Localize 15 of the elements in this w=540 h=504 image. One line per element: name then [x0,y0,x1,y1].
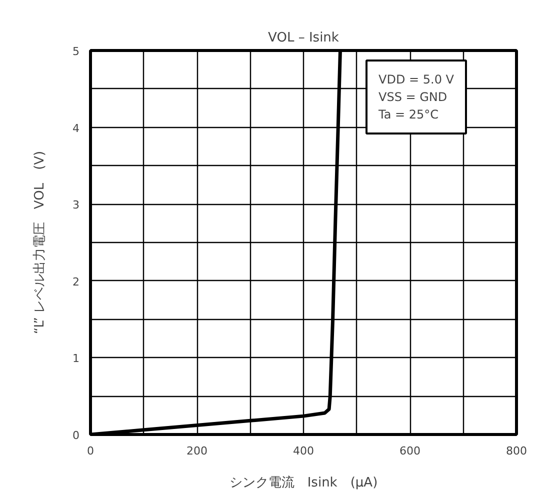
y-axis-title: “L” レベル出力電圧 VOL (V) [32,150,48,334]
y-tick-label: 2 [72,275,80,288]
y-tick-label: 4 [72,122,80,135]
y-tick-label: 5 [72,45,80,58]
y-tick-label: 0 [72,429,80,442]
x-tick-label: 400 [293,444,314,458]
annotation: VDD = 5.0 V VSS = GND Ta = 25°C [378,72,455,122]
x-tick-label: 600 [400,444,420,458]
x-tick-label: 800 [506,444,527,458]
x-tick-label: 0 [87,444,94,458]
y-tick-label: 3 [72,198,80,212]
x-axis-title: シンク電流 Isink (μA) [229,474,378,490]
chart-title: VOL – Isink [268,30,340,46]
x-tick-label: 200 [186,444,208,458]
y-tick-label: 1 [72,352,80,366]
